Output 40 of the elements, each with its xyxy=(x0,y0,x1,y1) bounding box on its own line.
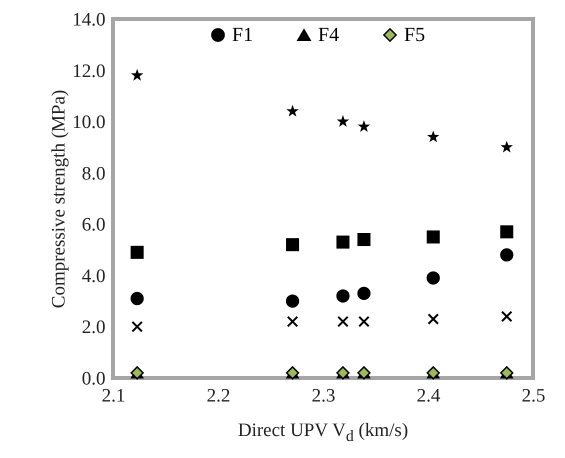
x-axis-title: Direct UPV V$_{d}$ (km/s) xyxy=(236,420,410,446)
point xyxy=(357,286,371,300)
point xyxy=(336,289,350,303)
point xyxy=(131,320,143,332)
y-tick-label: 2.0 xyxy=(82,317,106,338)
y-axis-title: Compressive strength (MPa) xyxy=(48,90,70,308)
x-tick-label: 2.5 xyxy=(522,386,546,406)
point xyxy=(500,248,514,262)
point xyxy=(358,316,370,328)
point xyxy=(500,140,513,152)
y-tick-label: 14.0 xyxy=(72,10,106,30)
y-tick-label: 6.0 xyxy=(82,214,106,236)
point xyxy=(130,246,144,259)
point xyxy=(336,115,350,127)
y-tick-label: 10.0 xyxy=(72,112,106,134)
point xyxy=(336,236,350,249)
x-tick-label: 2.2 xyxy=(206,386,230,406)
point xyxy=(426,271,440,285)
point xyxy=(286,316,298,328)
legend-label: F5 xyxy=(404,24,426,46)
point xyxy=(428,313,439,325)
point xyxy=(427,130,440,142)
point xyxy=(286,294,300,308)
point xyxy=(337,316,349,328)
point xyxy=(130,292,144,306)
point xyxy=(426,230,440,244)
x-tick-label: 2.3 xyxy=(312,386,336,406)
y-tick-label: 4.0 xyxy=(82,266,106,287)
point xyxy=(286,104,299,117)
point xyxy=(286,238,300,252)
y-tick-label: 12.0 xyxy=(72,60,106,82)
legend-label: F4 xyxy=(318,24,340,46)
point xyxy=(130,68,144,81)
point xyxy=(500,225,514,238)
point xyxy=(358,120,370,132)
x-tick-label: 2.4 xyxy=(416,386,441,406)
y-tick-label: 8.0 xyxy=(82,163,106,184)
point xyxy=(501,310,512,322)
point xyxy=(357,233,370,246)
legend-label: F1 xyxy=(232,24,254,46)
